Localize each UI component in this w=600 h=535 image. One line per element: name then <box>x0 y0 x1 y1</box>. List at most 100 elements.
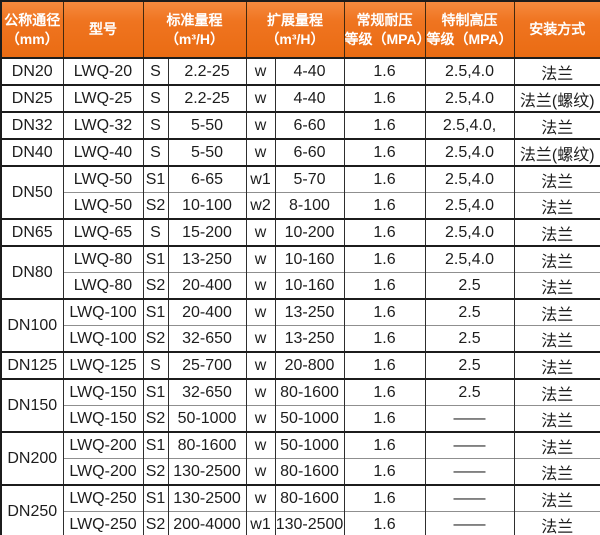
header-normal-pressure: 常规耐压 等级（MPA） <box>343 0 426 59</box>
cell-high-pressure: —— <box>424 405 515 432</box>
cell-extended-range: 10-200 <box>274 218 345 246</box>
table-header: 公称通径 （mm） 型号 标准量程 （m³/H） 扩展量程 （m³/H） 常规耐… <box>0 0 600 59</box>
cell-installation: 法兰 <box>513 431 600 459</box>
cell-standard-code: S1 <box>142 165 169 193</box>
cell-installation: 法兰 <box>513 351 600 379</box>
cell-installation: 法兰 <box>513 272 600 299</box>
cell-model: LWQ-50 <box>62 192 144 219</box>
cell-extended-range: 4-40 <box>274 57 345 85</box>
cell-model: LWQ-250 <box>62 511 144 535</box>
cell-extended-code: w <box>245 351 276 379</box>
cell-extended-range: 50-1000 <box>274 431 345 459</box>
cell-normal-pressure: 1.6 <box>343 458 426 485</box>
cell-standard-code: S <box>142 84 169 112</box>
cell-model: LWQ-20 <box>62 57 144 85</box>
cell-extended-range: 130-2500 <box>274 511 345 535</box>
cell-high-pressure: 2.5,4.0 <box>424 218 515 246</box>
cell-nominal-diameter: DN65 <box>0 218 64 246</box>
table-row: DN40 LWQ-40 S 5-50 w 6-60 1.6 2.5,4.0 法兰(螺纹) <box>0 138 600 166</box>
cell-model: LWQ-250 <box>62 484 144 512</box>
table-row: LWQ-50 S2 10-100 w2 8-100 1.6 2.5,4.0 法兰 <box>1 192 600 219</box>
cell-standard-range: 2.2-25 <box>167 57 247 85</box>
cell-standard-code: S <box>142 218 169 246</box>
cell-standard-range: 50-1000 <box>167 405 247 432</box>
cell-normal-pressure: 1.6 <box>343 298 426 326</box>
cell-model: LWQ-65 <box>62 218 144 246</box>
cell-normal-pressure: 1.6 <box>343 111 426 139</box>
cell-standard-range: 20-400 <box>167 272 247 299</box>
cell-nominal-diameter: DN200 <box>0 431 64 485</box>
cell-extended-code: w <box>245 405 276 432</box>
cell-extended-range: 5-70 <box>274 165 345 193</box>
cell-standard-code: S1 <box>142 431 169 459</box>
cell-standard-code: S1 <box>142 298 169 326</box>
cell-installation: 法兰 <box>513 57 600 85</box>
cell-normal-pressure: 1.6 <box>343 272 426 299</box>
table-row: DN250 LWQ-250 S1 130-2500 w 80-1600 1.6 —— 法兰 <box>0 484 600 535</box>
cell-installation: 法兰 <box>513 298 600 326</box>
cell-installation: 法兰 <box>513 111 600 139</box>
header-installation: 安装方式 <box>513 0 600 59</box>
cell-extended-code: w <box>245 431 276 459</box>
cell-normal-pressure: 1.6 <box>343 431 426 459</box>
cell-extended-code: w <box>245 84 276 112</box>
cell-standard-range: 200-4000 <box>167 511 247 535</box>
cell-extended-range: 20-800 <box>274 351 345 379</box>
table-row: LWQ-200 S2 130-2500 w 80-1600 1.6 —— 法兰 <box>1 458 600 485</box>
cell-standard-code: S <box>142 57 169 85</box>
table-row: DN50 LWQ-50 S1 6-65 w1 5-70 1.6 2.5,4.0 法兰 <box>0 165 600 219</box>
cell-normal-pressure: 1.6 <box>343 325 426 352</box>
cell-high-pressure: 2.5,4.0 <box>424 192 515 219</box>
cell-extended-code: w1 <box>245 165 276 193</box>
cell-standard-code: S2 <box>142 325 169 352</box>
cell-installation: 法兰 <box>513 405 600 432</box>
cell-extended-code: w <box>245 138 276 166</box>
cell-extended-range: 4-40 <box>274 84 345 112</box>
cell-standard-code: S2 <box>142 192 169 219</box>
header-standard-range: 标准量程 （m³/H） <box>142 0 247 59</box>
cell-installation: 法兰 <box>513 192 600 219</box>
cell-standard-code: S2 <box>142 272 169 299</box>
cell-installation: 法兰 <box>513 165 600 193</box>
cell-normal-pressure: 1.6 <box>343 138 426 166</box>
cell-installation: 法兰 <box>513 245 600 273</box>
cell-standard-code: S2 <box>142 511 169 535</box>
cell-standard-range: 2.2-25 <box>167 84 247 112</box>
table-row: LWQ-250 S2 200-4000 w1 130-2500 1.6 —— 法兰 <box>1 511 600 535</box>
table-row: DN20 LWQ-20 S 2.2-25 w 4-40 1.6 2.5,4.0 法兰 <box>0 57 600 85</box>
cell-model: LWQ-40 <box>62 138 144 166</box>
table-row: LWQ-80 S2 20-400 w 10-160 1.6 2.5 法兰 <box>1 272 600 299</box>
cell-model: LWQ-200 <box>62 458 144 485</box>
cell-nominal-diameter: DN40 <box>0 138 64 166</box>
cell-model: LWQ-200 <box>62 431 144 459</box>
cell-standard-range: 20-400 <box>167 298 247 326</box>
cell-high-pressure: —— <box>424 431 515 459</box>
cell-standard-code: S2 <box>142 458 169 485</box>
cell-extended-code: w <box>245 325 276 352</box>
cell-standard-code: S1 <box>142 484 169 512</box>
cell-extended-range: 10-160 <box>274 245 345 273</box>
cell-standard-code: S2 <box>142 405 169 432</box>
cell-installation: 法兰 <box>513 458 600 485</box>
cell-normal-pressure: 1.6 <box>343 57 426 85</box>
cell-high-pressure: —— <box>424 458 515 485</box>
cell-extended-range: 6-60 <box>274 138 345 166</box>
cell-extended-range: 8-100 <box>274 192 345 219</box>
cell-installation: 法兰(螺纹) <box>513 84 600 112</box>
cell-high-pressure: —— <box>424 484 515 512</box>
cell-normal-pressure: 1.6 <box>343 218 426 246</box>
cell-extended-code: w <box>245 484 276 512</box>
cell-high-pressure: 2.5 <box>424 351 515 379</box>
cell-standard-range: 32-650 <box>167 325 247 352</box>
cell-nominal-diameter: DN20 <box>0 57 64 85</box>
cell-normal-pressure: 1.6 <box>343 484 426 512</box>
cell-standard-range: 32-650 <box>167 378 247 406</box>
cell-extended-code: w1 <box>245 511 276 535</box>
cell-normal-pressure: 1.6 <box>343 511 426 535</box>
table-row: LWQ-150 S2 50-1000 w 50-1000 1.6 —— 法兰 <box>1 405 600 432</box>
cell-standard-range: 6-65 <box>167 165 247 193</box>
cell-installation: 法兰 <box>513 511 600 535</box>
cell-model: LWQ-32 <box>62 111 144 139</box>
cell-extended-range: 10-160 <box>274 272 345 299</box>
cell-nominal-diameter: DN50 <box>0 165 64 219</box>
